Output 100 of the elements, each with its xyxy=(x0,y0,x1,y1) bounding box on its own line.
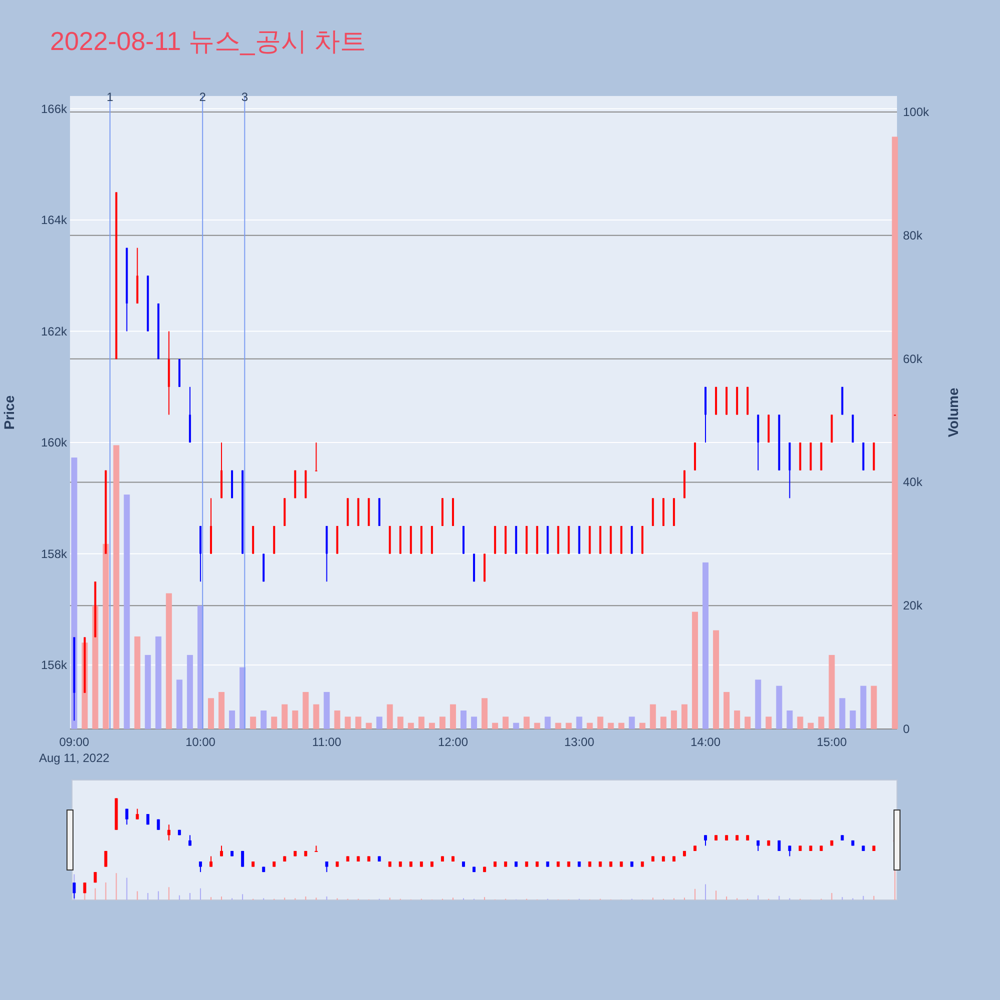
bar xyxy=(155,636,162,729)
bar xyxy=(544,716,551,729)
x-tick-label: 13:00 xyxy=(564,735,595,749)
y-axis-title: Price xyxy=(1,395,17,430)
bar xyxy=(818,716,824,729)
bar xyxy=(229,710,236,729)
bar xyxy=(218,692,225,729)
bar xyxy=(324,692,330,729)
ref-line-label: 2 xyxy=(199,90,206,104)
bar xyxy=(492,722,498,729)
y-tick-label: 156k xyxy=(40,658,68,672)
bar xyxy=(92,606,98,729)
bar xyxy=(786,710,793,729)
bar xyxy=(250,716,256,729)
y-tick-label: 158k xyxy=(40,546,68,561)
bar xyxy=(482,698,488,729)
bar xyxy=(618,722,624,729)
bar xyxy=(334,710,340,729)
y2-tick-label: 60k xyxy=(903,352,924,366)
bar xyxy=(702,562,709,729)
x-tick-label: 10:00 xyxy=(185,735,216,749)
bar xyxy=(313,704,320,729)
bar xyxy=(428,722,435,729)
bar xyxy=(850,710,856,729)
bar xyxy=(776,686,782,729)
bar xyxy=(555,722,562,729)
y-tick-label: 162k xyxy=(40,324,68,338)
chart-title: 2022-08-11 뉴스_공시 차트 xyxy=(50,26,366,56)
ref-line-label: 1 xyxy=(106,90,114,104)
bar xyxy=(892,136,898,729)
candlestick xyxy=(315,442,318,472)
bar xyxy=(839,698,846,729)
y-tick-label: 160k xyxy=(40,436,68,450)
y2-tick-label: 0 xyxy=(903,722,910,736)
bar xyxy=(208,698,214,729)
bar xyxy=(113,445,120,729)
bar xyxy=(513,722,520,729)
ref-line-label: 3 xyxy=(241,90,248,104)
bar xyxy=(376,716,382,729)
bar xyxy=(102,544,109,729)
bar xyxy=(302,692,309,729)
bar xyxy=(144,654,151,729)
bar xyxy=(713,630,720,729)
bar xyxy=(386,704,393,729)
bar xyxy=(576,716,582,729)
y2-tick-label: 40k xyxy=(903,475,924,490)
bar xyxy=(660,716,666,729)
bar xyxy=(186,654,193,729)
bar xyxy=(860,686,866,729)
bar xyxy=(418,716,424,729)
bar xyxy=(670,710,677,729)
x-tick-label: 11:00 xyxy=(312,735,342,749)
bar xyxy=(260,710,267,729)
bar xyxy=(271,716,278,729)
bar xyxy=(524,716,530,729)
bar xyxy=(366,722,372,729)
bar xyxy=(534,722,540,729)
bar xyxy=(628,716,635,729)
x-tick-label: 15:00 xyxy=(816,735,848,749)
bar xyxy=(734,710,740,729)
x-tick-label: 09:00 xyxy=(59,735,90,749)
bar xyxy=(639,722,646,729)
bar xyxy=(681,704,688,729)
bar xyxy=(166,593,172,729)
bar xyxy=(502,716,509,729)
y-tick-label: 164k xyxy=(40,213,68,228)
bar xyxy=(586,722,593,729)
bar xyxy=(597,716,604,729)
y2-axis-title: Volume xyxy=(945,388,961,438)
bar xyxy=(471,716,478,729)
bar xyxy=(134,636,140,729)
x-tick-label: 14:00 xyxy=(690,735,721,749)
x-tick-label: 12:00 xyxy=(438,735,468,749)
y2-tick-label: 20k xyxy=(903,598,924,613)
bar xyxy=(71,458,78,729)
bar xyxy=(439,716,446,729)
bar xyxy=(460,710,467,729)
bar xyxy=(355,716,362,729)
bar xyxy=(755,680,762,729)
bar xyxy=(744,716,751,729)
bar xyxy=(450,704,456,729)
bar xyxy=(808,722,814,729)
bar xyxy=(828,654,835,729)
text: Aug 11, 2022 xyxy=(38,751,110,765)
bar xyxy=(870,686,877,729)
bar xyxy=(566,722,572,729)
bar xyxy=(608,722,614,729)
bar xyxy=(397,716,404,729)
bar xyxy=(408,722,414,729)
bar xyxy=(797,716,804,729)
bar xyxy=(292,710,298,729)
y-tick-label: 166k xyxy=(40,102,68,116)
y2-tick-label: 100k xyxy=(903,105,930,120)
y2-tick-label: 80k xyxy=(903,228,924,242)
bar xyxy=(176,680,182,729)
bar xyxy=(282,704,288,729)
bar xyxy=(724,692,730,729)
bar xyxy=(766,716,772,729)
bar xyxy=(650,704,656,729)
bar xyxy=(344,716,351,729)
